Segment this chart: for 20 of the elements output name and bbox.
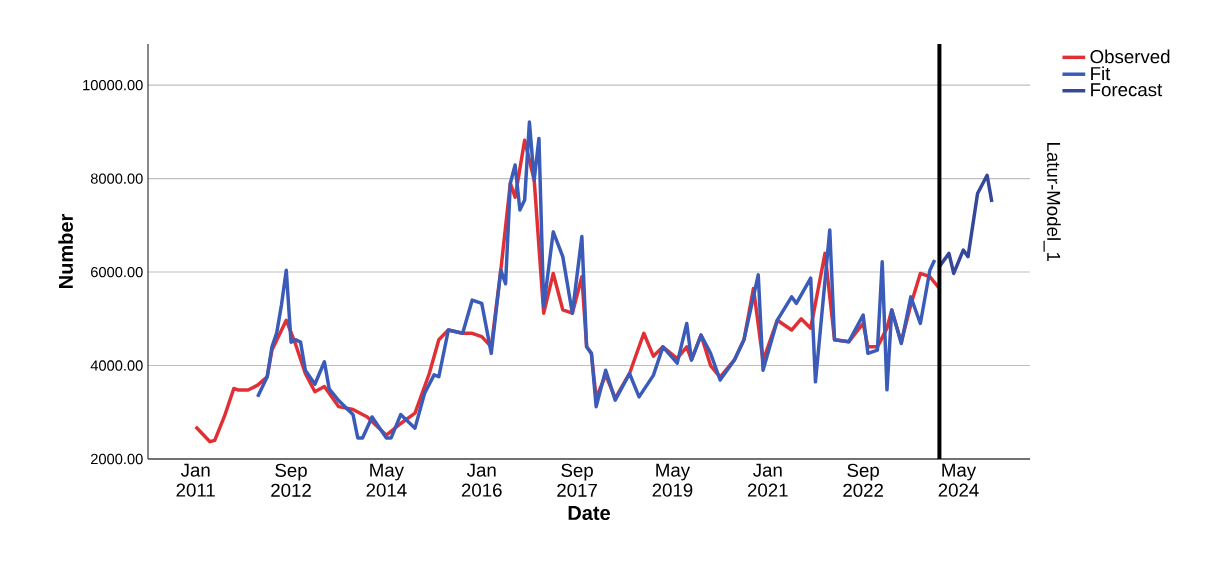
x-tick-label: Sep 2017: [557, 463, 597, 497]
x-tick-label: Jan 2021: [747, 463, 788, 497]
x-tick-label: May 2024: [938, 463, 979, 497]
x-tick-label: Sep 2012: [271, 463, 311, 497]
legend-label: Observed: [1090, 49, 1170, 64]
y-tick-label: 4000.00: [90, 360, 143, 371]
y-tick-label: 2000.00: [91, 453, 143, 465]
x-tick-label: May 2019: [652, 463, 693, 497]
x-tick-label: Sep 2022: [843, 463, 883, 497]
x-tick-label: Jan 2011: [176, 463, 215, 497]
text: Latur-Model_1: [1043, 143, 1061, 261]
y-tick-label: 10000.00: [83, 79, 143, 91]
legend-label: Forecast: [1091, 83, 1163, 97]
x-axis-title: Date: [568, 506, 610, 521]
y-tick-label: 8000.00: [90, 173, 143, 184]
y-tick-label: 6000.00: [91, 266, 143, 278]
x-tick-label: May 2014: [366, 463, 407, 497]
y-axis-title: Number: [58, 214, 73, 288]
x-tick-label: Jan 2016: [461, 463, 502, 497]
legend-label: Fit: [1091, 66, 1111, 81]
